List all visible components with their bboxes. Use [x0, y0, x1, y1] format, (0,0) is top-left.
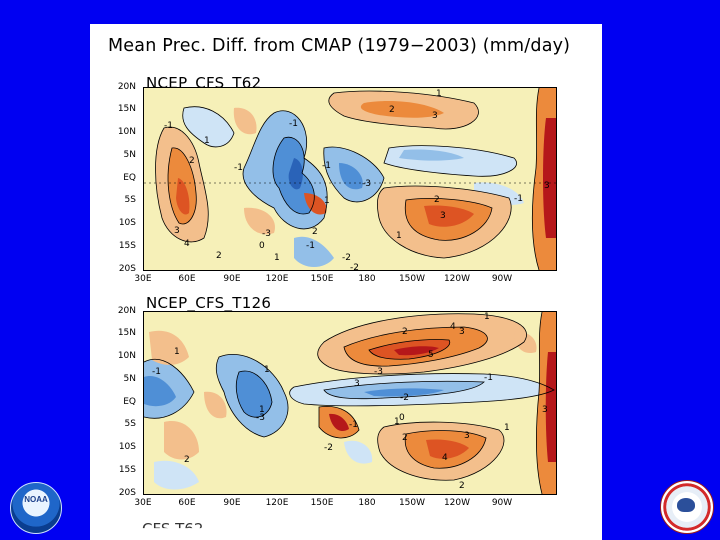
contour-label: 0	[399, 413, 405, 423]
y-tick: 20S	[118, 264, 136, 274]
y-tick: 20N	[117, 306, 136, 316]
figure-title: Mean Prec. Diff. from CMAP (1979−2003) (…	[108, 36, 571, 56]
x-tick: 150E	[310, 498, 334, 508]
contour-label: 2	[402, 433, 408, 443]
x-tick: 30E	[134, 498, 152, 508]
contour-label: 5	[428, 350, 434, 360]
contour-label: 1	[204, 136, 210, 146]
contour-label: 4	[184, 239, 190, 249]
contour-label: 1	[396, 231, 402, 241]
y-tick: 5N	[123, 150, 136, 160]
x-tick: 30E	[134, 274, 152, 284]
contour-label: -3	[256, 413, 265, 423]
contour-label: 4	[442, 453, 448, 463]
contour-label: 1	[436, 89, 442, 99]
y-tick: 15N	[117, 104, 136, 114]
contour-label: -2	[342, 253, 351, 263]
precip-diff-map-t62: 1 2 3 -1 -1 -3 1 2 4 -1 -3 -2 2 1 3 -1 2…	[143, 87, 557, 271]
contour-label: -1	[306, 241, 315, 251]
x-tick: 60E	[178, 498, 196, 508]
y-tick: 15S	[118, 465, 136, 475]
contour-label: 1	[274, 253, 280, 263]
x-tick: 120E	[265, 274, 289, 284]
contour-label: 1	[259, 405, 265, 415]
contour-label: 1	[484, 312, 490, 322]
contour-label: 2	[434, 195, 440, 205]
contour-label: 2	[312, 227, 318, 237]
y-tick: 20S	[118, 488, 136, 498]
precip-diff-map-t126: 2 3 5 4 1 -1 -2 -3 3 1 2 4 3 2 1 -1 -3 1…	[143, 311, 557, 495]
x-tick: 120E	[265, 498, 289, 508]
contour-label: -2	[324, 443, 333, 453]
contour-label: -2	[350, 263, 359, 270]
contour-label: 2	[402, 327, 408, 337]
x-tick: 180	[358, 498, 376, 508]
x-tick: 60E	[178, 274, 196, 284]
contour-label: -1	[164, 121, 173, 131]
contour-label: 4	[450, 322, 456, 332]
y-tick: 20N	[117, 82, 136, 92]
contour-label: 1	[174, 347, 180, 357]
figure-paper: Mean Prec. Diff. from CMAP (1979−2003) (…	[90, 24, 602, 540]
x-tick: 90W	[491, 498, 513, 508]
contour-label: 1	[394, 417, 400, 427]
y-tick: 10N	[117, 351, 136, 361]
contour-label: -3	[262, 229, 271, 239]
contour-label: 1	[264, 365, 270, 375]
y-tick: 15S	[118, 241, 136, 251]
contour-label: 0	[259, 241, 265, 251]
contour-label: 2	[184, 455, 190, 465]
contour-label: 2	[216, 251, 222, 261]
y-tick: 10S	[118, 218, 136, 228]
contour-label: 3	[542, 405, 548, 415]
contour-label: 2	[459, 481, 465, 491]
contour-label: -1	[349, 420, 358, 430]
contour-label: -1	[322, 161, 331, 171]
contour-label: 2	[189, 156, 195, 166]
contour-label: -1	[514, 194, 523, 204]
y-tick: EQ	[123, 397, 136, 407]
contour-label: 3	[459, 327, 465, 337]
x-tick: 120W	[443, 498, 471, 508]
nws-logo	[660, 480, 714, 534]
contour-label: 3	[432, 111, 438, 121]
noaa-logo-text: NOAA	[24, 495, 48, 504]
contour-label: -1	[152, 367, 161, 377]
contour-label: -3	[374, 367, 383, 377]
x-tick: 120W	[443, 274, 471, 284]
x-tick: 150E	[310, 274, 334, 284]
x-tick: 150W	[398, 274, 426, 284]
panel-title-t126: NCEP_CFS_T126	[146, 294, 272, 312]
contour-label: -1	[289, 119, 298, 129]
y-tick: 15N	[117, 328, 136, 338]
x-tick: 90W	[491, 274, 513, 284]
contour-label: 3	[464, 431, 470, 441]
x-tick: 90E	[223, 498, 241, 508]
contour-label: 1	[324, 196, 330, 206]
y-tick: 10N	[117, 127, 136, 137]
contour-label: -1	[234, 163, 243, 173]
x-tick: 90E	[223, 274, 241, 284]
contour-label: 1	[504, 423, 510, 433]
contour-label: -1	[484, 373, 493, 383]
x-tick: 180	[358, 274, 376, 284]
nws-emblem-icon	[677, 498, 695, 512]
cutoff-panel-title: CFS T62	[142, 520, 204, 538]
contour-label: 3	[544, 181, 550, 191]
y-tick: EQ	[123, 173, 136, 183]
contour-label: 3	[440, 211, 446, 221]
y-tick: 10S	[118, 442, 136, 452]
contour-label: 3	[354, 379, 360, 389]
y-tick: 5N	[123, 374, 136, 384]
y-tick: 5S	[124, 195, 136, 205]
y-tick: 5S	[124, 419, 136, 429]
contour-label: 3	[174, 226, 180, 236]
contour-label: -3	[362, 179, 371, 189]
contour-label: 2	[389, 105, 395, 115]
x-tick: 150W	[398, 498, 426, 508]
noaa-logo: NOAA	[10, 482, 62, 534]
contour-label: -2	[400, 393, 409, 403]
